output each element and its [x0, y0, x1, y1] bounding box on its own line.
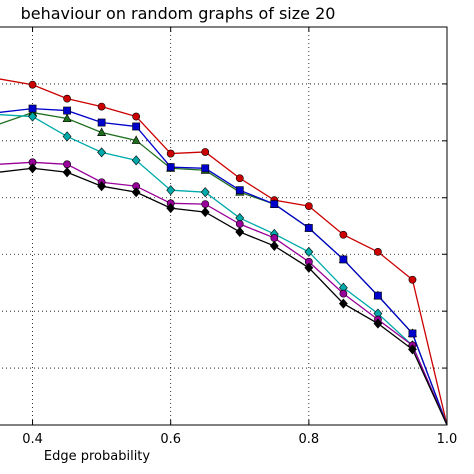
data-point	[97, 127, 107, 136]
data-point	[269, 240, 279, 251]
data-point	[408, 329, 417, 338]
data-point	[200, 187, 210, 198]
data-point	[408, 344, 417, 355]
x-tick-label: 0.4	[22, 432, 43, 447]
series-line	[0, 114, 448, 426]
data-point	[235, 226, 245, 238]
data-point	[62, 131, 72, 142]
x-tick-label: 1.0	[437, 432, 458, 447]
gridlines	[0, 27, 448, 425]
data-point	[166, 163, 175, 171]
series-4	[0, 111, 448, 426]
data-point	[201, 164, 210, 173]
plot-area	[0, 26, 448, 426]
data-point	[62, 167, 72, 178]
data-point	[235, 220, 244, 228]
data-point	[131, 155, 141, 166]
data-point	[408, 275, 417, 284]
x-tick-label: 0.8	[299, 432, 320, 447]
series-1	[0, 78, 448, 426]
data-point	[270, 234, 279, 242]
data-point	[28, 104, 37, 113]
data-point	[97, 102, 106, 111]
series-line	[0, 107, 448, 426]
data-point	[304, 202, 313, 210]
data-point	[339, 230, 348, 239]
data-point	[63, 160, 71, 169]
data-point	[201, 148, 210, 156]
data-point	[166, 203, 176, 214]
data-point	[131, 135, 141, 144]
series-layer	[0, 78, 448, 426]
data-point	[200, 207, 210, 218]
data-point	[97, 181, 107, 192]
chart-title: behaviour on random graphs of size 20	[21, 4, 336, 23]
series-line	[0, 167, 448, 426]
data-point	[201, 200, 210, 209]
x-axis-ticks: 0.4 0.6 0.8 1.0	[22, 27, 457, 447]
series-line	[0, 78, 448, 426]
data-point	[166, 149, 175, 158]
data-point	[166, 185, 176, 196]
series-6	[0, 163, 448, 426]
data-point	[304, 246, 314, 257]
data-point	[235, 174, 244, 183]
data-point	[304, 262, 314, 273]
data-point	[28, 111, 37, 122]
data-point	[270, 200, 279, 209]
data-point	[338, 298, 348, 309]
data-point	[28, 80, 37, 89]
data-point	[132, 112, 141, 121]
x-axis-label: Edge probability	[44, 449, 151, 464]
data-point	[339, 255, 348, 264]
data-point	[97, 147, 107, 158]
data-point	[132, 122, 141, 131]
data-point	[374, 247, 382, 256]
data-point	[304, 224, 313, 232]
series-3	[0, 104, 448, 426]
data-point	[131, 187, 141, 198]
data-point	[339, 289, 348, 298]
data-point	[235, 186, 244, 195]
data-point	[373, 318, 383, 329]
data-point	[62, 113, 72, 123]
data-point	[28, 163, 37, 174]
data-point	[63, 106, 71, 115]
data-point	[63, 94, 71, 103]
x-tick-label: 0.6	[160, 432, 181, 447]
data-point	[374, 291, 382, 300]
data-point	[97, 118, 106, 127]
series-line	[0, 161, 448, 426]
